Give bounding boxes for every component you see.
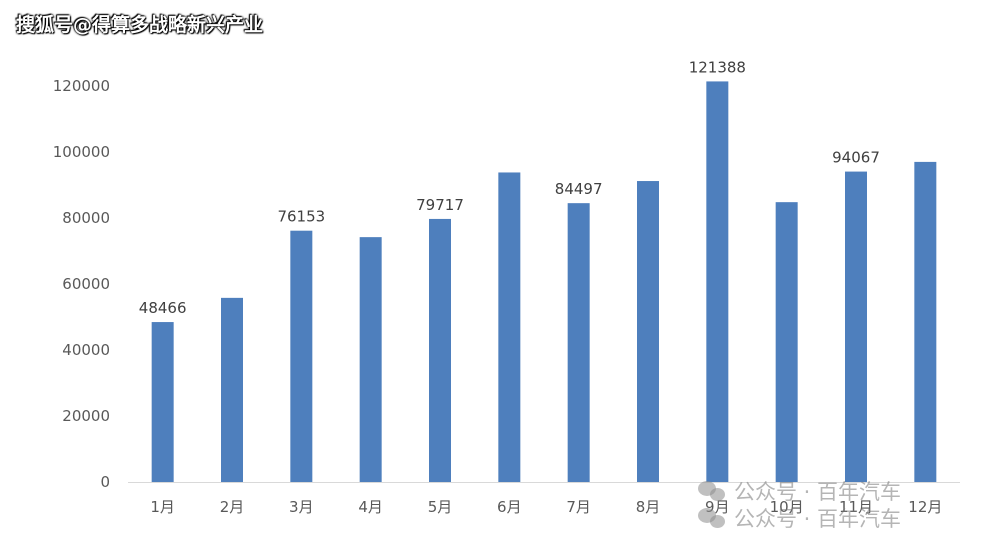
bar	[151, 322, 174, 482]
x-tick-label: 8月	[636, 498, 661, 516]
watermark-text: 公众号 · 百年汽车	[734, 480, 902, 504]
data-labels: 48466 76153 79717 84497 121388 94067	[139, 58, 880, 317]
bar	[914, 161, 937, 482]
y-tick-label: 20000	[62, 407, 110, 425]
bar	[498, 172, 521, 482]
bar	[775, 202, 798, 482]
wechat-watermark-lower: 公众号 · 百年汽车	[698, 503, 901, 533]
y-tick-label: 40000	[62, 341, 110, 359]
x-tick-label: 10月	[770, 498, 804, 516]
x-tick-label: 12月	[908, 498, 942, 516]
y-tick-label: 0	[100, 473, 110, 491]
data-label: 48466	[139, 299, 187, 317]
x-tick-label: 2月	[220, 498, 245, 516]
data-label: 79717	[416, 196, 464, 214]
bar	[637, 181, 659, 483]
wechat-watermark-upper: 公众号 · 百年汽车	[698, 476, 901, 506]
x-axis: 1月 2月 3月 4月 5月 6月 7月 8月 9月 10月 11月 12月	[150, 498, 942, 516]
bar	[706, 81, 729, 482]
bar	[221, 297, 243, 482]
data-label: 94067	[832, 149, 880, 167]
bar	[845, 171, 867, 482]
x-tick-label: 5月	[428, 498, 453, 516]
y-axis: 0 20000 40000 60000 80000 100000 120000	[53, 77, 110, 491]
bar	[567, 203, 590, 482]
bar-series	[151, 81, 937, 483]
x-tick-label: 7月	[566, 498, 591, 516]
bar	[290, 230, 313, 482]
x-tick-label: 1月	[150, 498, 175, 516]
watermark-text: 公众号 · 百年汽车	[734, 507, 902, 531]
wechat-icon	[698, 506, 728, 530]
x-tick-label: 4月	[358, 498, 383, 516]
wechat-icon	[698, 479, 728, 503]
bar	[359, 237, 382, 482]
data-label: 121388	[689, 58, 746, 76]
y-tick-label: 80000	[62, 209, 110, 227]
y-tick-label: 100000	[53, 143, 110, 161]
data-label: 76153	[277, 208, 325, 226]
bar	[429, 218, 451, 482]
source-watermark: 搜狐号@得算多战略新兴产业	[16, 14, 264, 36]
data-label: 84497	[555, 180, 603, 198]
x-tick-label: 3月	[289, 498, 314, 516]
y-tick-label: 120000	[53, 77, 110, 95]
x-tick-label: 11月	[839, 498, 873, 516]
x-tick-label: 6月	[497, 498, 522, 516]
y-tick-label: 60000	[62, 275, 110, 293]
